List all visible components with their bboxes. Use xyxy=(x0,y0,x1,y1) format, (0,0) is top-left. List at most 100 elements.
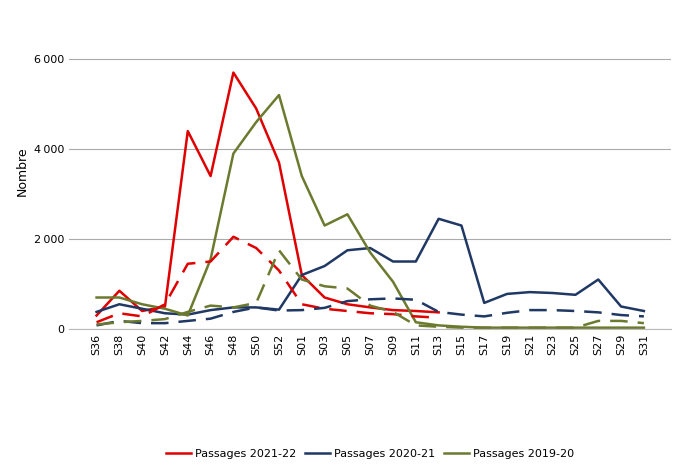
Passages 2021-22 xyxy=(252,106,260,111)
Hospitalisations 2020-2021 xyxy=(617,312,625,318)
Hospitalisations 2020-2021 xyxy=(275,308,283,313)
Passages 2021-22 xyxy=(343,301,352,307)
Passages 2021-22 xyxy=(115,288,123,294)
Line: Passages 2021-22: Passages 2021-22 xyxy=(97,72,439,315)
Passages 2020-21 xyxy=(161,310,169,316)
Passages 2020-21 xyxy=(206,307,215,313)
Hospitalisations 2020-2021 xyxy=(298,307,306,313)
Passages 2020-21 xyxy=(366,245,374,251)
Passages 2019-20 xyxy=(435,322,443,328)
Passages 2019-20 xyxy=(183,313,192,318)
Hospitalisations 2020-2021 xyxy=(343,298,352,304)
Passages 2020-21 xyxy=(549,290,557,296)
Hospitalisations 2021-2022 xyxy=(252,245,260,251)
Hospitalisations 2021-2022 xyxy=(138,313,146,319)
Passages 2020-21 xyxy=(389,258,397,264)
Passages 2021-22 xyxy=(161,304,169,309)
Passages 2019-20 xyxy=(457,324,466,329)
Passages 2020-21 xyxy=(183,312,192,317)
Passages 2019-20 xyxy=(93,295,101,300)
Passages 2019-20 xyxy=(298,173,306,179)
Passages 2020-21 xyxy=(252,305,260,310)
Passages 2019-20 xyxy=(229,151,237,157)
Hospitalisations 2021-2022 xyxy=(229,234,237,240)
Passages 2020-21 xyxy=(275,307,283,313)
Hospitalisations 2020-2021 xyxy=(639,313,648,319)
Passages 2019-20 xyxy=(343,212,352,217)
Passages 2020-21 xyxy=(93,309,101,315)
Hospitalisations 2020-2021 xyxy=(206,316,215,321)
Hospitalisations 2020-2021 xyxy=(480,313,489,319)
Hospitalisations 2019-20 xyxy=(138,318,146,324)
Hospitalisations 2019-20 xyxy=(183,309,192,315)
Line: Passages 2020-21: Passages 2020-21 xyxy=(97,219,644,314)
Passages 2019-20 xyxy=(320,223,329,228)
Hospitalisations 2020-2021 xyxy=(93,322,101,328)
Passages 2019-20 xyxy=(639,325,648,330)
Hospitalisations 2020-2021 xyxy=(366,297,374,302)
Hospitalisations 2020-2021 xyxy=(320,305,329,311)
Passages 2020-21 xyxy=(639,308,648,314)
Passages 2020-21 xyxy=(480,300,489,306)
Passages 2019-20 xyxy=(617,325,625,330)
Hospitalisations 2019-20 xyxy=(389,309,397,315)
Hospitalisations 2019-20 xyxy=(161,316,169,322)
Hospitalisations 2020-2021 xyxy=(115,318,123,324)
Hospitalisations 2021-2022 xyxy=(412,313,420,319)
Hospitalisations 2020-2021 xyxy=(229,309,237,315)
Passages 2021-22 xyxy=(298,272,306,278)
Hospitalisations 2019-20 xyxy=(549,325,557,330)
Passages 2020-21 xyxy=(298,272,306,278)
Hospitalisations 2019-20 xyxy=(526,325,534,330)
Passages 2020-21 xyxy=(572,292,580,298)
Line: Hospitalisations 2020-2021: Hospitalisations 2020-2021 xyxy=(97,298,644,325)
Hospitalisations 2019-20 xyxy=(343,286,352,291)
Hospitalisations 2020-2021 xyxy=(457,312,466,317)
Hospitalisations 2020-2021 xyxy=(183,318,192,324)
Passages 2021-22 xyxy=(412,308,420,314)
Hospitalisations 2021-2022 xyxy=(93,320,101,325)
Passages 2019-20 xyxy=(115,295,123,300)
Hospitalisations 2021-2022 xyxy=(161,301,169,307)
Hospitalisations 2020-2021 xyxy=(412,297,420,303)
Passages 2021-22 xyxy=(206,173,215,179)
Passages 2019-20 xyxy=(412,320,420,325)
Hospitalisations 2020-2021 xyxy=(161,321,169,326)
Hospitalisations 2019-20 xyxy=(435,324,443,329)
Hospitalisations 2019-20 xyxy=(115,320,123,325)
Hospitalisations 2019-20 xyxy=(229,305,237,310)
Passages 2021-22 xyxy=(138,308,146,314)
Line: Hospitalisations 2021-2022: Hospitalisations 2021-2022 xyxy=(97,237,439,322)
Passages 2019-20 xyxy=(138,301,146,307)
Hospitalisations 2021-2022 xyxy=(435,315,443,321)
Hospitalisations 2021-2022 xyxy=(343,308,352,314)
Passages 2019-20 xyxy=(526,325,534,330)
Passages 2020-21 xyxy=(457,223,466,228)
Passages 2021-22 xyxy=(93,313,101,318)
Passages 2021-22 xyxy=(435,310,443,315)
Hospitalisations 2021-2022 xyxy=(298,301,306,307)
Passages 2020-21 xyxy=(617,304,625,309)
Hospitalisations 2020-2021 xyxy=(572,308,580,314)
Hospitalisations 2019-20 xyxy=(503,325,511,330)
Passages 2020-21 xyxy=(138,306,146,312)
Hospitalisations 2021-2022 xyxy=(275,268,283,274)
Hospitalisations 2021-2022 xyxy=(206,258,215,264)
Passages 2019-20 xyxy=(206,257,215,262)
Passages 2019-20 xyxy=(275,92,283,98)
Hospitalisations 2019-20 xyxy=(275,247,283,253)
Hospitalisations 2019-20 xyxy=(366,303,374,308)
Passages 2021-22 xyxy=(183,128,192,134)
Hospitalisations 2021-2022 xyxy=(183,261,192,266)
Passages 2020-21 xyxy=(229,305,237,310)
Hospitalisations 2020-2021 xyxy=(503,310,511,316)
Hospitalisations 2020-2021 xyxy=(138,321,146,326)
Passages 2019-20 xyxy=(594,325,603,330)
Hospitalisations 2021-2022 xyxy=(115,310,123,316)
Hospitalisations 2019-20 xyxy=(93,321,101,327)
Hospitalisations 2019-20 xyxy=(639,321,648,326)
Hospitalisations 2019-20 xyxy=(572,325,580,330)
Passages 2020-21 xyxy=(343,247,352,253)
Passages 2019-20 xyxy=(503,325,511,330)
Passages 2019-20 xyxy=(480,325,489,330)
